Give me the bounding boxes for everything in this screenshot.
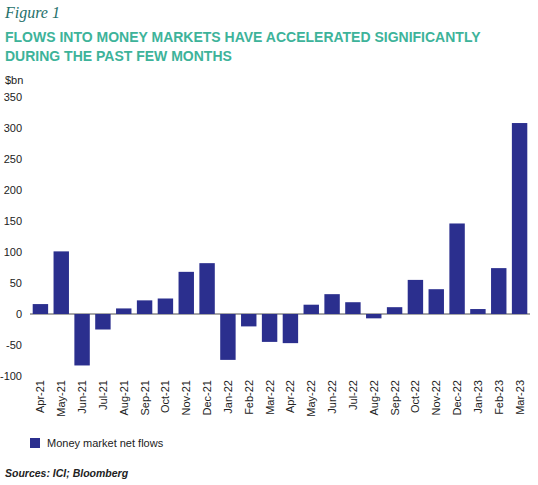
x-tick-label: Nov-22 bbox=[430, 380, 442, 415]
bar bbox=[116, 308, 131, 314]
bar bbox=[429, 289, 444, 314]
legend-swatch bbox=[30, 438, 40, 448]
figure-label: Figure 1 bbox=[4, 4, 60, 22]
y-tick bbox=[27, 97, 30, 98]
y-tick bbox=[27, 252, 30, 253]
x-tick-label: Mar-22 bbox=[264, 380, 276, 415]
y-tick-label: 300 bbox=[4, 122, 22, 134]
y-tick bbox=[27, 283, 30, 284]
y-tick-label: 50 bbox=[10, 277, 22, 289]
x-tick-label: Oct-22 bbox=[409, 380, 421, 413]
bar bbox=[220, 314, 235, 360]
x-tick-label: Sep-21 bbox=[139, 380, 151, 415]
x-tick-label: Apr-21 bbox=[34, 380, 46, 413]
x-tick-label: Mar-23 bbox=[514, 380, 526, 415]
bar bbox=[449, 223, 464, 314]
x-tick-label: Sep-22 bbox=[389, 380, 401, 415]
bar bbox=[366, 314, 381, 318]
y-tick-label: 100 bbox=[4, 246, 22, 258]
x-tick-label: May-21 bbox=[55, 380, 67, 417]
y-tick-label: -50 bbox=[6, 339, 22, 351]
bar bbox=[74, 314, 89, 365]
bar bbox=[54, 251, 69, 314]
x-tick-label: Dec-22 bbox=[451, 380, 463, 415]
y-tick-label: 350 bbox=[4, 91, 22, 103]
y-tick bbox=[27, 376, 30, 377]
x-tick-label: May-22 bbox=[305, 380, 317, 417]
title: FLOWS INTO MONEY MARKETS HAVE ACCELERATE… bbox=[5, 29, 481, 64]
y-tick bbox=[27, 345, 30, 346]
bar bbox=[387, 307, 402, 314]
x-tick-label: Jun-22 bbox=[326, 380, 338, 414]
x-tick-label: Jan-22 bbox=[222, 380, 234, 414]
y-tick bbox=[27, 221, 30, 222]
bar bbox=[158, 299, 173, 315]
x-tick-label: Oct-21 bbox=[159, 380, 171, 413]
x-tick-label: Jul-22 bbox=[347, 380, 359, 410]
bar bbox=[199, 263, 214, 314]
x-tick-label: Apr-22 bbox=[284, 380, 296, 413]
x-tick-label: Jan-23 bbox=[472, 380, 484, 414]
y-tick-label: 250 bbox=[4, 153, 22, 165]
bar bbox=[345, 302, 360, 314]
x-tick-label: Feb-23 bbox=[493, 380, 505, 415]
source-note: Sources: ICI; Bloomberg bbox=[5, 467, 129, 479]
y-tick bbox=[27, 190, 30, 191]
bar bbox=[470, 309, 485, 314]
bar bbox=[137, 300, 152, 314]
bar bbox=[512, 123, 527, 314]
y-tick bbox=[27, 314, 30, 315]
bar bbox=[33, 304, 48, 314]
bar bbox=[262, 314, 277, 342]
bar bbox=[408, 280, 423, 314]
x-tick-label: Feb-22 bbox=[243, 380, 255, 415]
x-tick-label: Dec-21 bbox=[201, 380, 213, 415]
x-tick-label: Nov-21 bbox=[180, 380, 192, 415]
y-axis-label: $bn bbox=[5, 74, 23, 86]
bar bbox=[179, 272, 194, 314]
chart: Figure 1 FLOWS INTO MONEY MARKETS HAVE AC… bbox=[0, 0, 538, 485]
bar bbox=[491, 268, 506, 314]
y-tick-label: 0 bbox=[16, 308, 22, 320]
x-tick-label: Jul-21 bbox=[97, 380, 109, 410]
bar bbox=[304, 305, 319, 314]
bar bbox=[324, 294, 339, 314]
x-tick-label: Aug-21 bbox=[118, 380, 130, 415]
bar bbox=[283, 314, 298, 343]
y-tick-label: 150 bbox=[4, 215, 22, 227]
x-tick-label: Aug-22 bbox=[368, 380, 380, 415]
y-tick bbox=[27, 159, 30, 160]
legend-label: Money market net flows bbox=[47, 437, 164, 449]
y-tick-label: -100 bbox=[0, 370, 22, 382]
x-tick-label: Jun-21 bbox=[76, 380, 88, 414]
y-tick-label: 200 bbox=[4, 184, 22, 196]
y-tick bbox=[27, 128, 30, 129]
bar bbox=[241, 314, 256, 326]
bar bbox=[95, 314, 110, 330]
bars bbox=[33, 123, 528, 365]
